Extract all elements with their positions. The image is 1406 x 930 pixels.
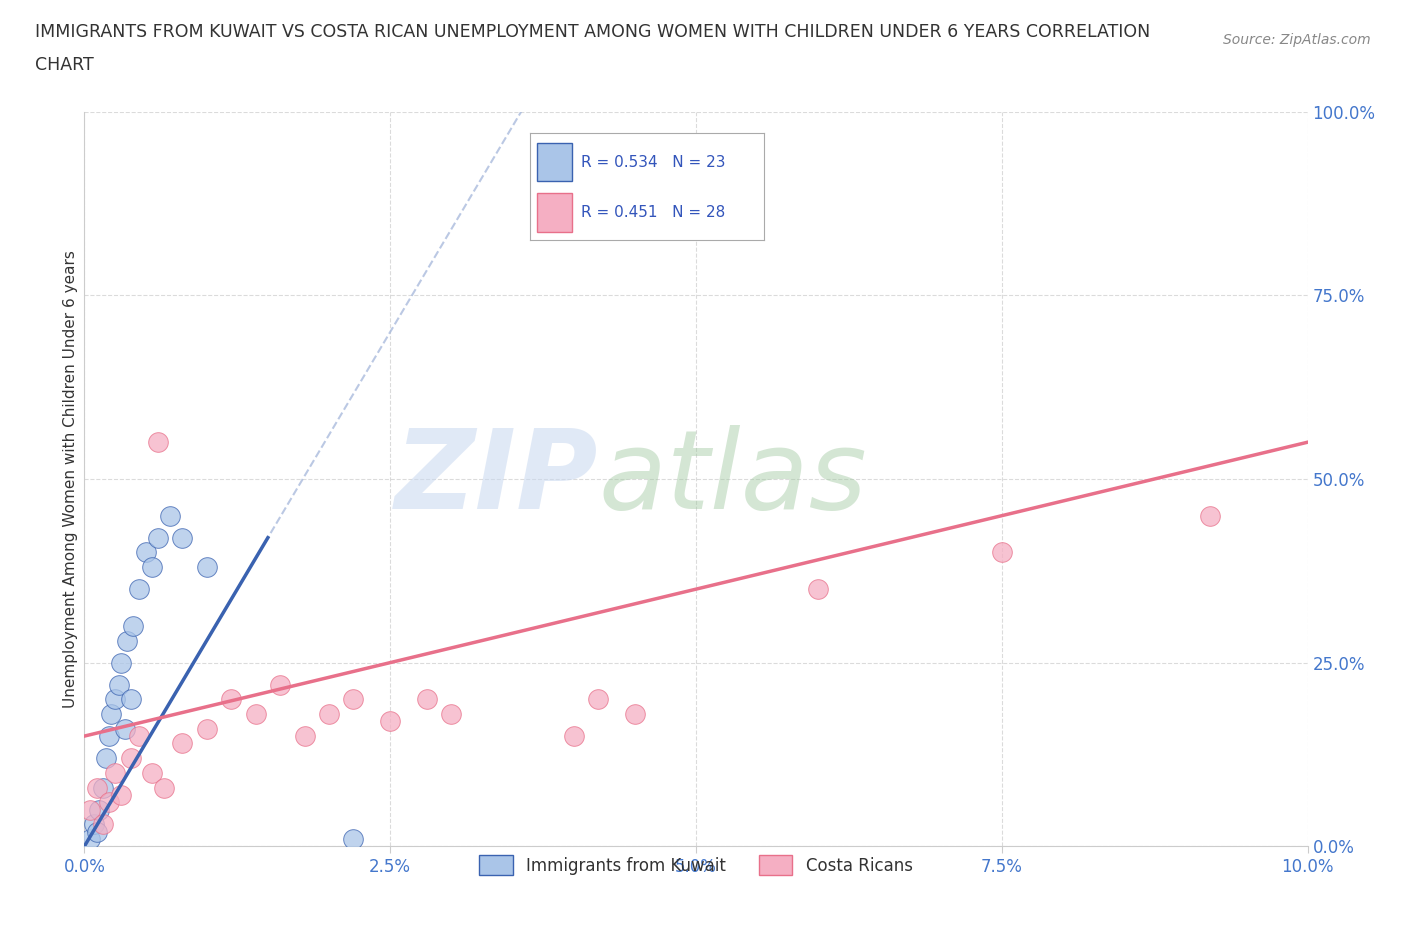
Point	[342, 692, 364, 707]
Point	[120, 751, 142, 765]
Point	[83, 817, 105, 831]
Point	[135, 545, 157, 560]
Text: IMMIGRANTS FROM KUWAIT VS COSTA RICAN UNEMPLOYMENT AMONG WOMEN WITH CHILDREN UND: IMMIGRANTS FROM KUWAIT VS COSTA RICAN UN…	[35, 23, 1150, 41]
Point	[91, 780, 114, 795]
Point	[141, 560, 163, 575]
Point	[91, 817, 114, 831]
Point	[269, 677, 291, 692]
Point	[128, 582, 150, 597]
Point	[128, 729, 150, 744]
Point	[807, 582, 830, 597]
Point	[86, 824, 108, 839]
Y-axis label: Unemployment Among Women with Children Under 6 years: Unemployment Among Women with Children U…	[63, 250, 77, 708]
Point	[104, 765, 127, 780]
Point	[318, 707, 340, 722]
Legend: Immigrants from Kuwait, Costa Ricans: Immigrants from Kuwait, Costa Ricans	[472, 848, 920, 882]
Point	[440, 707, 463, 722]
Text: atlas: atlas	[598, 425, 866, 533]
Point	[562, 729, 585, 744]
Point	[120, 692, 142, 707]
Point	[100, 707, 122, 722]
Point	[97, 795, 120, 810]
Text: ZIP: ZIP	[395, 425, 598, 533]
Point	[195, 722, 218, 737]
Point	[172, 530, 194, 545]
Point	[416, 692, 439, 707]
Point	[97, 729, 120, 744]
Point	[110, 656, 132, 671]
Point	[110, 788, 132, 803]
Text: R = 0.451   N = 28: R = 0.451 N = 28	[582, 206, 725, 220]
Point	[245, 707, 267, 722]
Point	[104, 692, 127, 707]
Point	[146, 435, 169, 450]
Text: Source: ZipAtlas.com: Source: ZipAtlas.com	[1223, 33, 1371, 46]
Text: CHART: CHART	[35, 56, 94, 73]
Point	[79, 831, 101, 846]
Point	[146, 530, 169, 545]
Point	[991, 545, 1014, 560]
Point	[219, 692, 242, 707]
Point	[122, 618, 145, 633]
Point	[380, 714, 402, 729]
Point	[96, 751, 118, 765]
Point	[79, 802, 101, 817]
Point	[141, 765, 163, 780]
Point	[153, 780, 176, 795]
Point	[114, 722, 136, 737]
Bar	[537, 142, 572, 181]
Point	[586, 692, 609, 707]
Point	[115, 633, 138, 648]
Point	[172, 736, 194, 751]
Point	[195, 560, 218, 575]
Bar	[537, 193, 572, 232]
Point	[624, 707, 647, 722]
Point	[294, 729, 316, 744]
Text: R = 0.534   N = 23: R = 0.534 N = 23	[582, 154, 725, 169]
Point	[87, 802, 110, 817]
Point	[159, 508, 181, 523]
Point	[86, 780, 108, 795]
Point	[342, 831, 364, 846]
Point	[107, 677, 129, 692]
Point	[1198, 508, 1220, 523]
